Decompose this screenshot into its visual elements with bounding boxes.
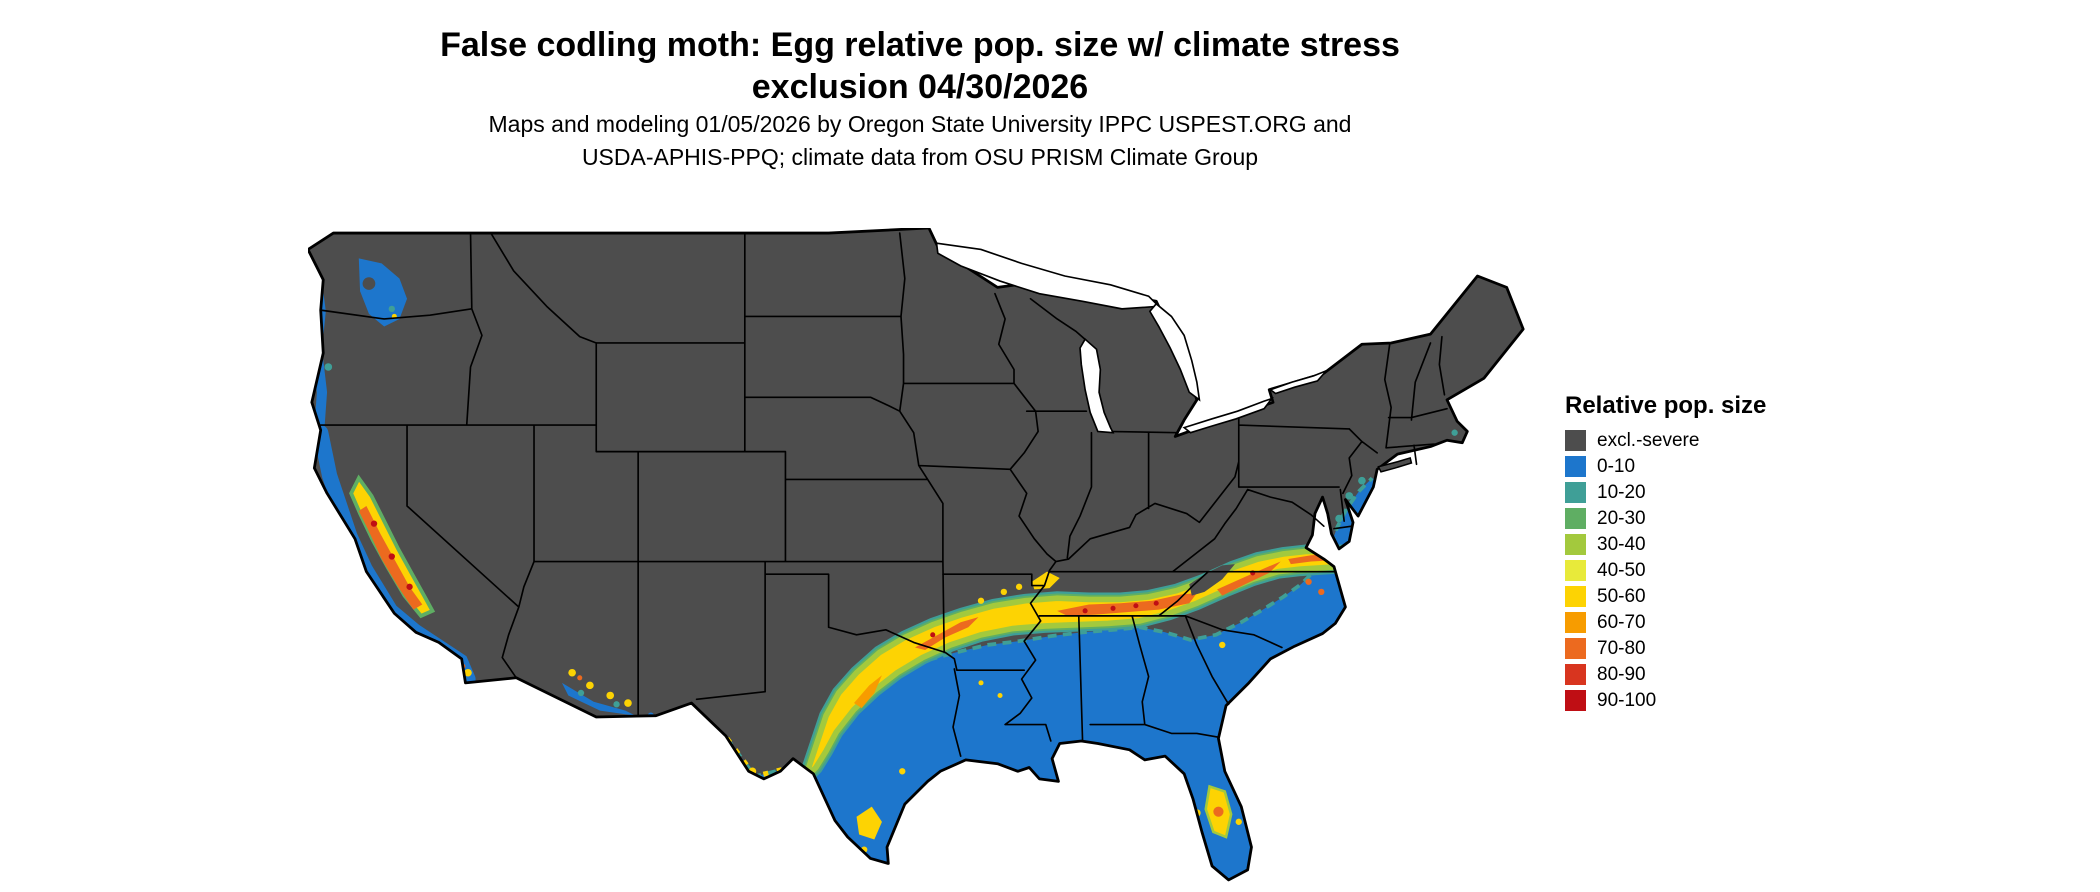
legend-item: 60-70 (1565, 612, 1766, 633)
legend-item: 50-60 (1565, 586, 1766, 607)
legend-item-label: 50-60 (1597, 585, 1646, 607)
raster-orange-core-piedmont (1217, 561, 1281, 596)
us-map-svg (308, 228, 1525, 882)
raster-central-valley-yellow (349, 474, 436, 619)
legend-swatch (1565, 690, 1586, 711)
legend-swatch (1565, 508, 1586, 529)
map-title-line1: False codling moth: Egg relative pop. si… (440, 26, 1400, 64)
legend-swatch (1565, 482, 1586, 503)
legend-title: Relative pop. size (1565, 392, 1767, 419)
lake-huron (1148, 302, 1201, 402)
legend-swatch (1565, 612, 1586, 633)
raster-south-texas-yellow (856, 806, 882, 840)
legend-item: excl.-severe (1565, 430, 1766, 451)
raster-low-pop-zone (691, 478, 1426, 880)
lake-superior (935, 242, 1161, 310)
great-lakes (935, 242, 1327, 434)
header: False codling moth: Egg relative pop. si… (0, 24, 1840, 174)
legend-swatch (1565, 534, 1586, 555)
legend-item-label: 70-80 (1597, 637, 1646, 659)
us-map (308, 228, 1527, 885)
raster-teal-speckles (324, 305, 1458, 708)
legend-swatch (1565, 638, 1586, 659)
lake-erie (1182, 396, 1275, 434)
raster-orange-speckles (460, 578, 1325, 817)
legend-item: 0-10 (1565, 456, 1766, 477)
legend-item-label: 30-40 (1597, 533, 1646, 555)
legend: Relative pop. size excl.-severe 0-10 10-20… (1565, 392, 1766, 716)
raster-orange-core-ozark (914, 617, 979, 650)
legend-swatch (1565, 430, 1586, 451)
legend-swatch (1565, 586, 1586, 607)
legend-item-label: excl.-severe (1597, 429, 1700, 451)
legend-item-label: 10-20 (1597, 481, 1646, 503)
raster-orange-core-texas (854, 675, 882, 709)
legend-item-label: 90-100 (1597, 689, 1657, 711)
long-island (1377, 456, 1413, 473)
map-subtitle-line2: USDA-APHIS-PPQ; climate data from OSU PR… (581, 144, 1259, 170)
raster-layers (308, 228, 1524, 880)
legend-item-label: 0-10 (1597, 455, 1636, 477)
legend-item: 40-50 (1565, 560, 1766, 581)
map-subtitle-line1: Maps and modeling 01/05/2026 by Oregon S… (488, 111, 1352, 137)
legend-swatch (1565, 560, 1586, 581)
legend-item: 30-40 (1565, 534, 1766, 555)
legend-swatch (1565, 456, 1586, 477)
raster-puget-sound-blue (358, 258, 408, 327)
raster-orange-core-south (1057, 593, 1197, 616)
legend-item-label: 20-30 (1597, 507, 1646, 529)
legend-item: 10-20 (1565, 482, 1766, 503)
lake-michigan (1079, 337, 1115, 434)
raster-teal-fringe (690, 476, 1374, 779)
legend-item-label: 80-90 (1597, 663, 1646, 685)
legend-item: 20-30 (1565, 508, 1766, 529)
legend-item: 90-100 (1565, 690, 1766, 711)
legend-item-label: 60-70 (1597, 611, 1646, 633)
legend-swatch (1565, 664, 1586, 685)
map-title-line2: exclusion 04/30/2026 (751, 68, 1089, 106)
legend-item-label: 40-50 (1597, 559, 1646, 581)
legend-item: 80-90 (1565, 664, 1766, 685)
raster-olympic-gray-spot (362, 277, 376, 290)
legend-item: 70-80 (1565, 638, 1766, 659)
raster-arizona-border-blue (561, 682, 636, 716)
lake-ontario (1268, 370, 1327, 395)
legend-items: excl.-severe 0-10 10-20 20-30 30-40 40-50 50-6… (1565, 430, 1766, 711)
state-borders (319, 232, 1448, 757)
